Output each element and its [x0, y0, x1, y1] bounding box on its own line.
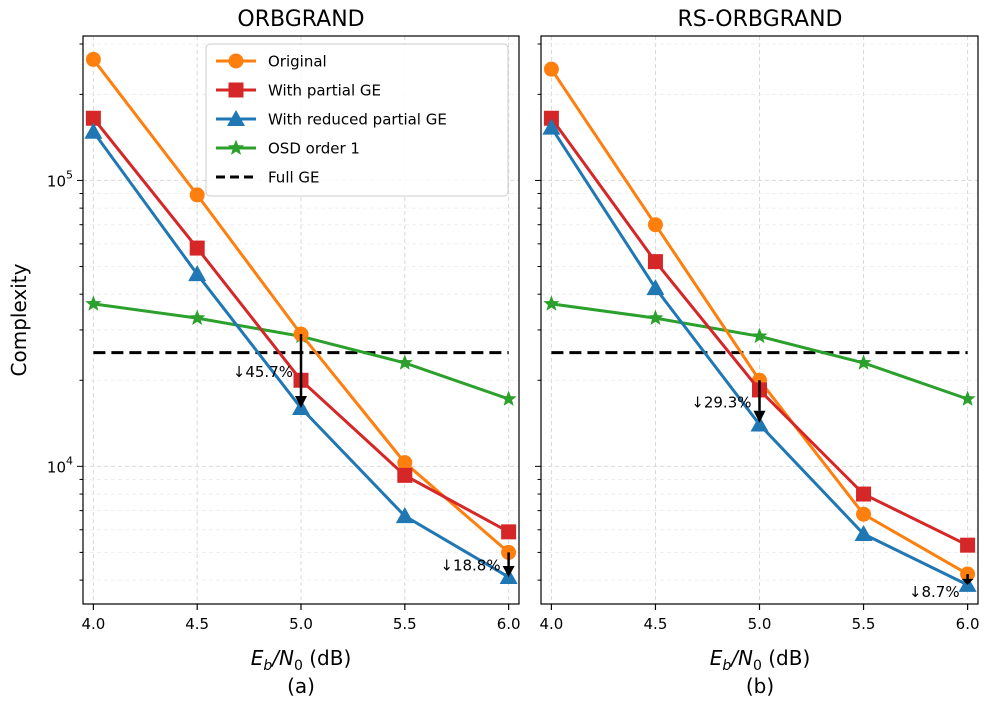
series-original	[543, 61, 976, 582]
data-point-osd-order-1	[500, 390, 517, 406]
y-tick-label: 104	[47, 454, 73, 476]
panel-b-caption: (b)	[746, 674, 774, 698]
legend-marker	[228, 53, 244, 69]
panel-a-y-axis-label: Complexity	[7, 263, 31, 376]
panel-b-annotations: ↓29.3% ↓8.7%	[691, 380, 974, 601]
data-point-original	[543, 61, 559, 77]
data-point-osd-order-1	[189, 309, 206, 325]
panel-a: ORBGRAND ↓45.7% ↓18.8% 4.0 4.5 5.0 5.5 6.0 10…	[7, 7, 521, 698]
x-tick-label: 4.0	[539, 615, 563, 633]
legend-label: OSD order 1	[268, 140, 360, 158]
legend-marker	[228, 82, 244, 98]
x-tick-label: 6.0	[956, 615, 980, 633]
legend: Original With partial GE With reduced part…	[205, 43, 509, 197]
legend-label: Original	[268, 53, 327, 71]
legend-label: With partial GE	[268, 82, 381, 100]
reduction-label: ↓18.8%	[440, 557, 500, 575]
x-tick-label: 5.5	[852, 615, 876, 633]
data-point-original	[293, 326, 309, 342]
legend-box	[205, 43, 509, 197]
legend-entry-osd-order-1: OSD order 1	[216, 139, 360, 158]
data-point-with-partial-ge	[960, 537, 976, 553]
legend-entry-with-partial-ge: With partial GE	[216, 82, 381, 100]
x-tick-label: 5.0	[748, 615, 772, 633]
panel-a-caption: (a)	[287, 674, 315, 698]
legend-marker	[227, 139, 245, 155]
data-point-with-reduced-partial-ge	[750, 415, 769, 432]
panel-a-x-ticks: 4.0 4.5 5.0 5.5 6.0	[81, 604, 521, 633]
data-point-osd-order-1	[855, 354, 872, 370]
data-point-osd-order-1	[543, 295, 560, 311]
data-point-osd-order-1	[396, 354, 413, 370]
reduction-label: ↓29.3%	[691, 394, 751, 412]
data-point-osd-order-1	[751, 327, 768, 344]
panel-b-x-axis-label: Eb/N0 (dB)	[710, 646, 811, 674]
data-point-original	[85, 51, 101, 67]
x-tick-label: 4.5	[644, 615, 668, 633]
y-tick-label: 105	[47, 168, 73, 190]
data-point-with-reduced-partial-ge	[646, 279, 665, 296]
x-tick-label: 5.5	[393, 615, 417, 633]
x-tick-label: 6.0	[497, 615, 521, 633]
data-point-with-partial-ge	[543, 110, 559, 126]
reduction-label: ↓8.7%	[909, 583, 960, 601]
panel-a-x-axis-label: Eb/N0 (dB)	[251, 646, 352, 674]
panel-a-annotations: ↓45.7% ↓18.8%	[233, 334, 515, 578]
data-point-with-partial-ge	[501, 524, 517, 540]
data-point-original	[647, 217, 663, 233]
panel-b-x-ticks: 4.0 4.5 5.0 5.5 6.0	[539, 604, 980, 633]
reduction-arrow-head	[502, 565, 515, 578]
data-point-with-reduced-partial-ge	[395, 507, 414, 524]
legend-entry-full-ge: Full GE	[216, 169, 320, 187]
legend-label: With reduced partial GE	[268, 111, 447, 129]
panel-b-y-ticks	[535, 43, 541, 581]
legend-marker	[227, 110, 245, 126]
data-point-osd-order-1	[959, 390, 976, 406]
data-point-with-partial-ge	[85, 110, 101, 126]
data-point-with-partial-ge	[856, 486, 872, 502]
data-point-original	[856, 506, 872, 522]
data-point-with-partial-ge	[189, 240, 205, 256]
data-point-with-reduced-partial-ge	[854, 524, 873, 541]
data-point-with-reduced-partial-ge	[84, 122, 103, 139]
legend-label: Full GE	[268, 169, 320, 187]
data-point-osd-order-1	[647, 309, 664, 325]
x-tick-label: 5.0	[289, 615, 313, 633]
data-point-with-reduced-partial-ge	[542, 118, 561, 135]
series-with-reduced-partial-ge	[84, 122, 518, 585]
reduction-arrow-head	[753, 410, 766, 423]
panel-a-title: ORBGRAND	[237, 7, 364, 32]
reduction-arrow-head	[961, 578, 974, 585]
data-point-osd-order-1	[85, 295, 102, 311]
legend-entry-original: Original	[216, 53, 327, 71]
data-point-original	[189, 187, 205, 203]
panel-b-title: RS-ORBGRAND	[678, 7, 843, 32]
data-point-with-partial-ge	[397, 467, 413, 483]
x-tick-label: 4.5	[185, 615, 209, 633]
reduction-arrow-head	[295, 395, 307, 408]
series-line-with-reduced-partial-ge	[550, 126, 969, 587]
panel-b: RS-ORBGRAND ↓29.3%↓8.7% 4.0 4.5 5.0 5.5 6.0 …	[535, 7, 980, 698]
reduction-label: ↓45.7%	[233, 363, 293, 381]
data-point-original	[397, 455, 413, 471]
x-tick-label: 4.0	[81, 615, 105, 633]
panel-a-y-ticks: 105 104	[47, 43, 83, 581]
data-point-with-partial-ge	[647, 254, 663, 270]
data-point-with-reduced-partial-ge	[188, 265, 207, 282]
legend-entry-with-reduced-partial-ge: With reduced partial GE	[216, 110, 447, 129]
series-osd-order-1	[543, 295, 976, 406]
